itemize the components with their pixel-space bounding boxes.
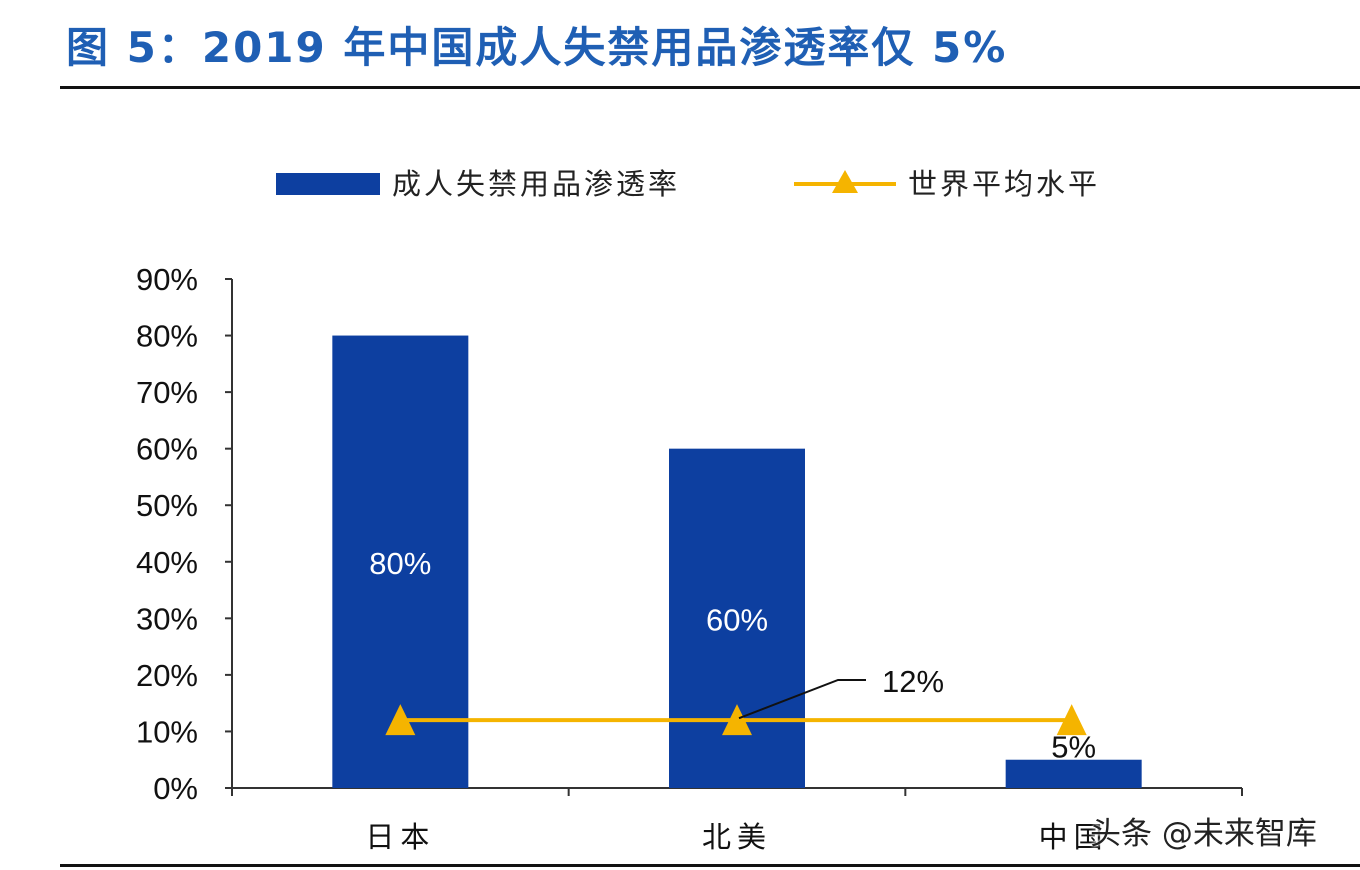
watermark: 头条 @未来智库 <box>1090 816 1317 852</box>
bar-data-label: 80% <box>369 546 431 581</box>
bar-data-label: 5% <box>1051 730 1096 765</box>
y-tick-label: 60% <box>136 432 198 467</box>
bar <box>1005 759 1142 788</box>
line-marker <box>1056 704 1087 736</box>
figure-title: 图 5：2019 年中国成人失禁用品渗透率仅 5% <box>66 23 1008 72</box>
top-rule <box>60 86 1360 89</box>
x-tick-label: 日本 <box>365 820 435 854</box>
bar-data-label: 60% <box>706 602 768 637</box>
y-tick-label: 20% <box>136 658 198 693</box>
x-tick-label: 北美 <box>702 820 772 854</box>
x-tick-label: 中国 <box>1039 820 1109 854</box>
line-annotation-label: 12% <box>882 664 944 699</box>
y-tick-label: 40% <box>136 545 198 580</box>
y-tick-label: 0% <box>153 771 198 806</box>
y-tick-label: 90% <box>136 262 198 297</box>
line-marker <box>722 704 752 736</box>
y-tick-label: 80% <box>136 319 198 354</box>
line-marker <box>385 704 416 736</box>
legend-label-line: 世界平均水平 <box>908 167 1100 201</box>
y-tick-label: 50% <box>136 488 198 523</box>
annotation-leader-line <box>738 679 866 720</box>
y-tick-label: 30% <box>136 601 198 636</box>
legend-line-marker <box>832 170 858 193</box>
y-tick-label: 70% <box>136 375 198 410</box>
legend-label-bar: 成人失禁用品渗透率 <box>392 167 680 201</box>
legend-bar-swatch <box>276 173 380 195</box>
bottom-rule <box>60 864 1360 867</box>
y-tick-label: 10% <box>136 714 198 749</box>
